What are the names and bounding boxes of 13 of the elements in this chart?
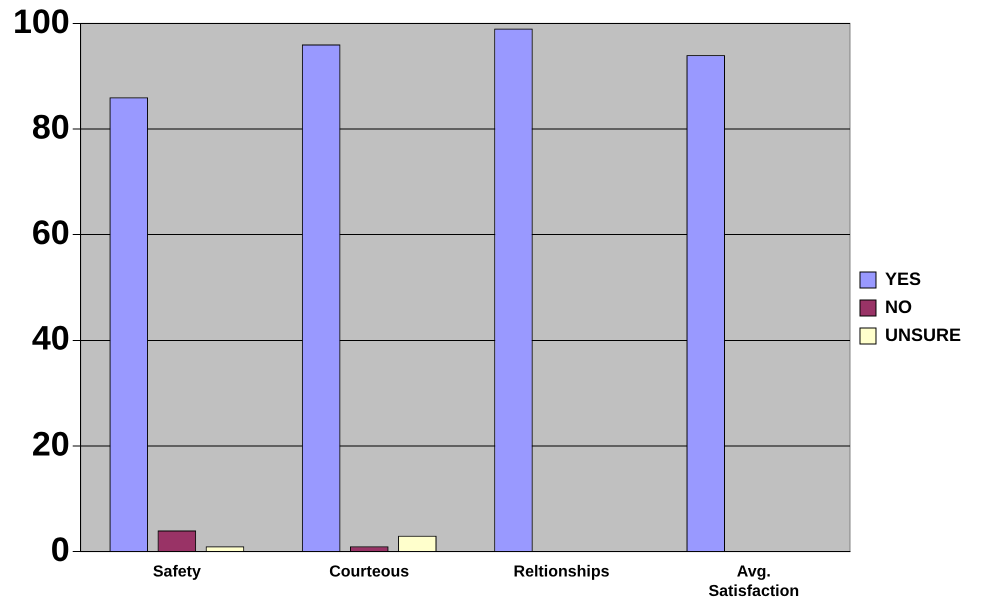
legend-label: YES [884, 268, 922, 289]
x-tick-label: Avg. Satisfaction [708, 564, 800, 600]
legend-label: NO [884, 296, 912, 317]
x-tick-label: Courteous [329, 564, 410, 581]
x-tick-label: Safety [152, 564, 201, 581]
y-tick-label: 100 [12, 2, 70, 41]
y-tick-label: 60 [32, 214, 70, 252]
x-tick-label: Reltionships [514, 564, 610, 581]
legend-label: UNSURE [884, 324, 962, 345]
y-tick-label: 40 [32, 320, 70, 358]
y-tick-label: 20 [32, 425, 70, 464]
y-tick-label: 0 [50, 530, 70, 569]
y-tick-label: 80 [32, 108, 70, 146]
